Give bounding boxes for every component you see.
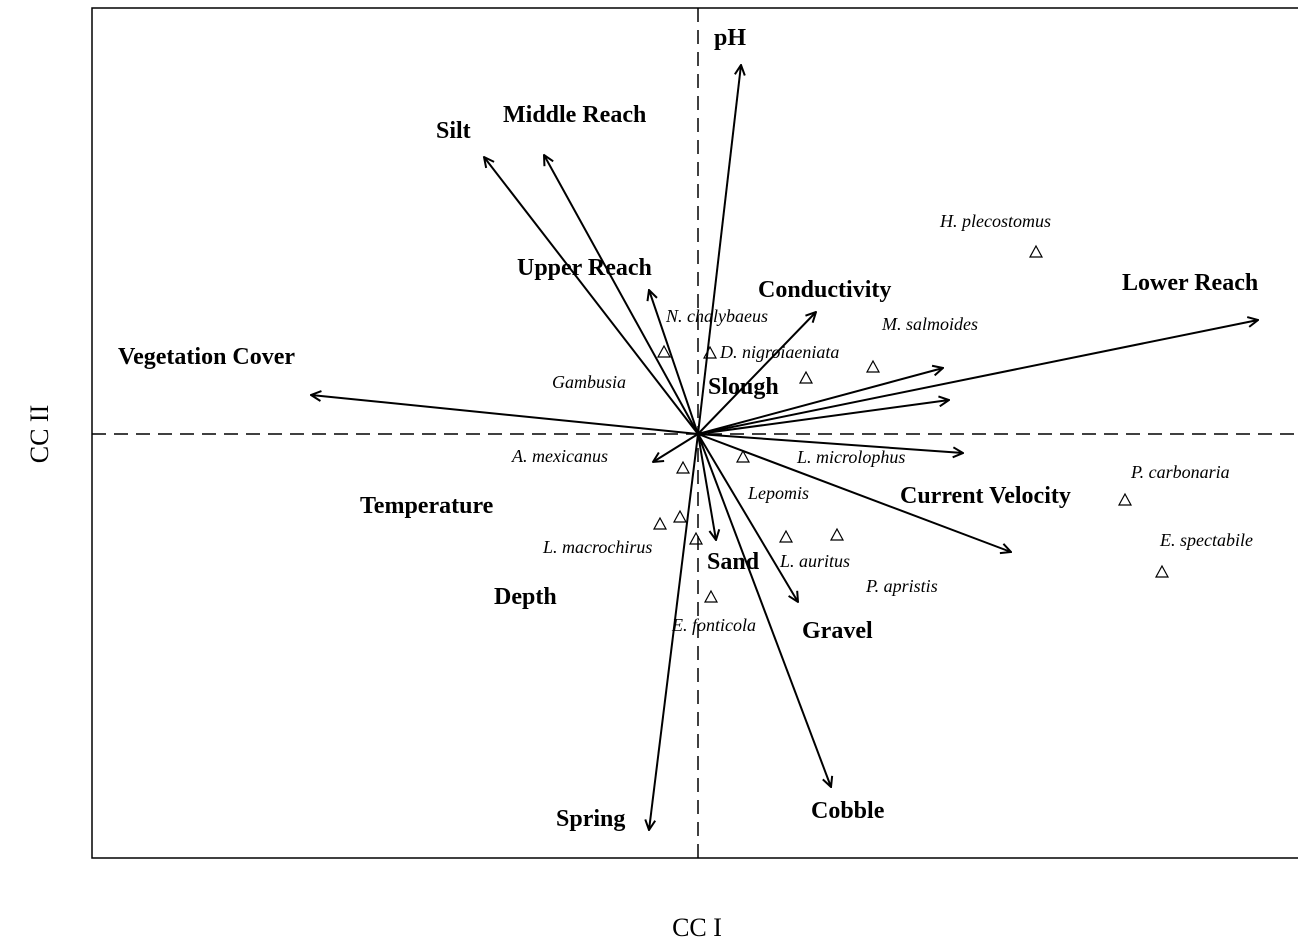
vector-arrow	[697, 433, 716, 540]
species-label: Lepomis	[747, 483, 809, 503]
species-point	[652, 516, 668, 530]
species-point	[735, 449, 751, 463]
species-point	[1028, 244, 1044, 258]
vector-label: Temperature	[360, 493, 494, 519]
vector-arrow	[697, 312, 816, 435]
species-point	[672, 509, 688, 523]
species-label: D. nigroiaeniata	[719, 342, 839, 362]
vector-label: Sand	[707, 549, 760, 575]
species-label: H. plecostomus	[939, 211, 1051, 231]
species-label: N. chalybaeus	[665, 306, 768, 326]
vector-arrow	[697, 368, 943, 435]
species-label: P. apristis	[865, 576, 938, 596]
species-label: L. microlophus	[796, 447, 905, 467]
vector-arrow	[697, 433, 963, 453]
vector-label: Slough	[708, 374, 779, 400]
x-axis-label: CC I	[672, 913, 722, 942]
vector-label: Silt	[436, 118, 471, 144]
vector-arrow	[649, 290, 699, 435]
vector-label: Spring	[556, 806, 625, 832]
plot-frame	[91, 7, 1298, 859]
species-label: E. fonticola	[671, 615, 756, 635]
species-label: E. spectabile	[1159, 530, 1253, 550]
species-label: P. carbonaria	[1130, 462, 1230, 482]
vector-label: Vegetation Cover	[118, 344, 295, 370]
species-point	[702, 345, 718, 359]
vector-arrow	[484, 157, 699, 435]
vector-label: pH	[714, 25, 746, 51]
species-point	[865, 359, 881, 373]
vector-arrow	[649, 433, 699, 830]
species-point	[688, 531, 704, 545]
vector-arrow	[653, 433, 699, 462]
y-axis-label: CC II	[25, 405, 54, 464]
vector-arrow	[697, 433, 831, 787]
vector-label: Depth	[494, 584, 557, 610]
species-point	[1117, 492, 1133, 506]
vector-label: Current Velocity	[900, 483, 1071, 509]
vector-arrow	[697, 320, 1258, 435]
vector-label: Gravel	[802, 618, 873, 644]
vector-arrow	[697, 400, 949, 435]
species-point	[1154, 564, 1170, 578]
vector-label: Cobble	[811, 798, 885, 824]
species-label: L. auritus	[779, 551, 850, 571]
species-label: L. macrochirus	[542, 537, 652, 557]
vector-arrow	[311, 395, 699, 435]
species-point	[656, 344, 672, 358]
vector-label: Lower Reach	[1122, 270, 1258, 296]
species-point	[829, 527, 845, 541]
species-point	[675, 460, 691, 474]
species-label: M. salmoides	[881, 314, 978, 334]
vector-arrow	[697, 65, 741, 435]
vector-label: Conductivity	[758, 277, 891, 303]
vector-arrow	[697, 433, 1011, 552]
species-label: A. mexicanus	[511, 446, 608, 466]
vector-label: Middle Reach	[503, 102, 646, 128]
species-point	[798, 370, 814, 384]
vector-arrow	[697, 433, 798, 602]
vector-arrow	[544, 155, 699, 435]
species-label: Gambusia	[552, 372, 626, 392]
species-point	[703, 589, 719, 603]
vector-label: Upper Reach	[517, 255, 652, 281]
species-point	[778, 529, 794, 543]
